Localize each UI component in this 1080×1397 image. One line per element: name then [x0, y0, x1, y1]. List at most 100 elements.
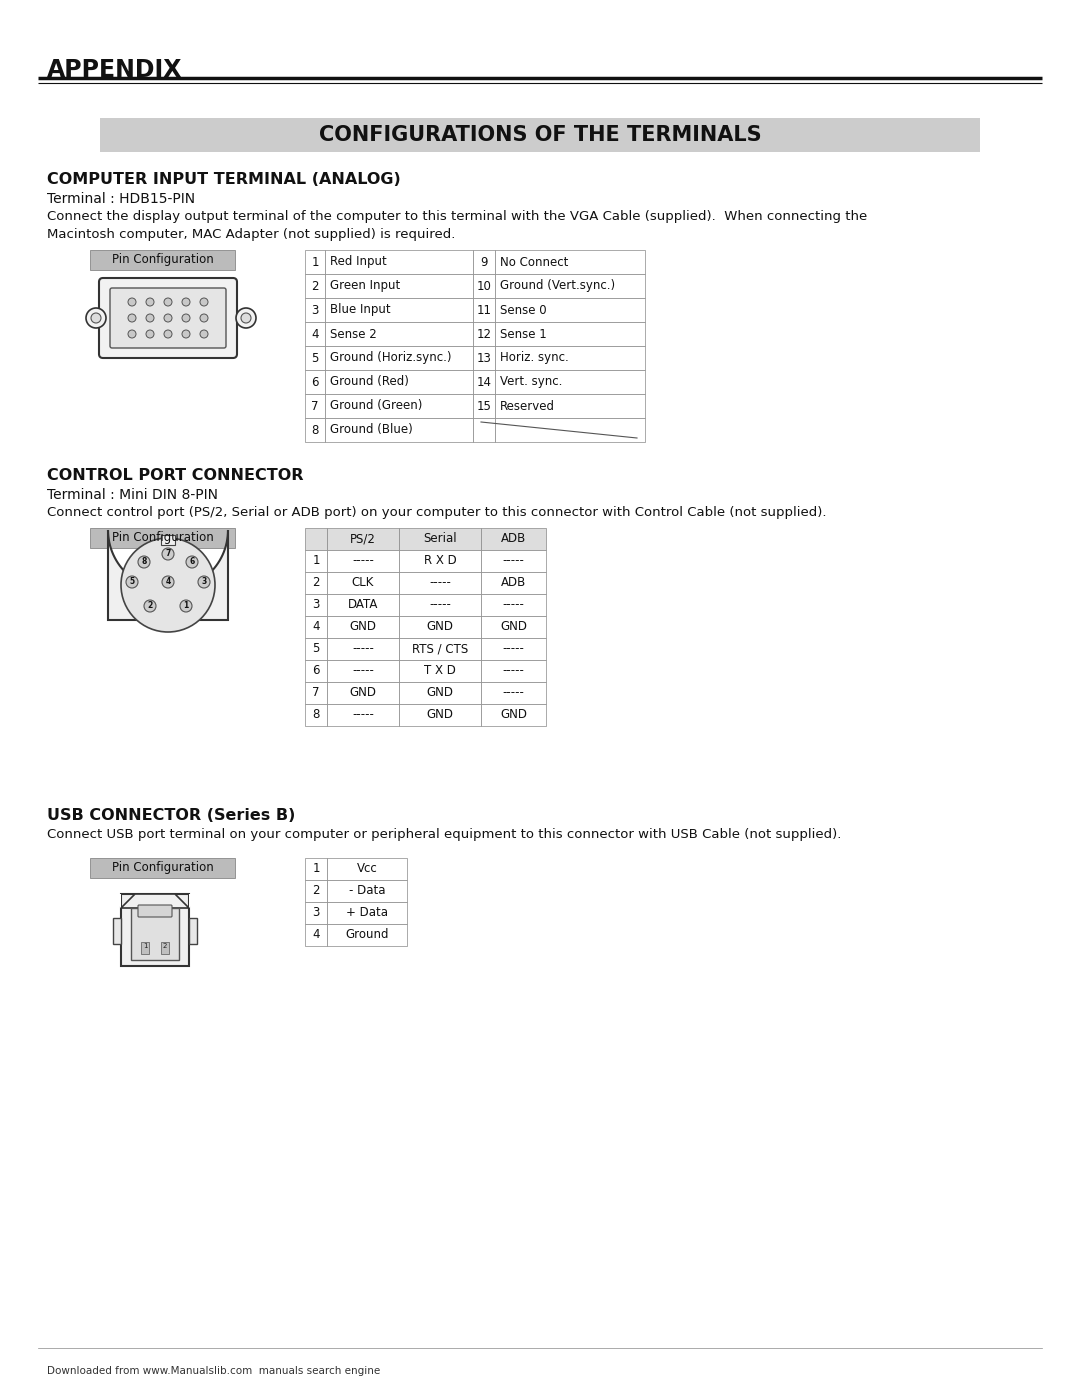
Text: -----: -----	[502, 686, 525, 700]
Bar	[327, 902, 407, 923]
Circle shape	[146, 330, 154, 338]
Polygon shape	[107, 894, 121, 908]
Bar	[327, 571, 399, 594]
FancyBboxPatch shape	[138, 905, 172, 916]
Text: Reserved: Reserved	[500, 400, 555, 412]
Bar	[495, 418, 645, 441]
Text: 7: 7	[312, 686, 320, 700]
Circle shape	[200, 314, 208, 321]
Bar	[327, 880, 407, 902]
Bar	[305, 550, 327, 571]
Bar	[305, 902, 327, 923]
Text: + Data: + Data	[346, 907, 388, 919]
Text: 4: 4	[311, 327, 319, 341]
Bar	[327, 704, 399, 726]
Text: Blue Input: Blue Input	[330, 303, 391, 317]
Text: 1: 1	[184, 602, 189, 610]
Bar	[100, 117, 980, 152]
Circle shape	[198, 576, 210, 588]
Bar	[399, 704, 481, 726]
Text: 8: 8	[141, 557, 147, 567]
Text: -----: -----	[352, 643, 374, 655]
Text: -----: -----	[429, 598, 451, 612]
Text: R X D: R X D	[423, 555, 457, 567]
Text: No Connect: No Connect	[500, 256, 568, 268]
FancyBboxPatch shape	[110, 288, 226, 348]
Text: Serial: Serial	[423, 532, 457, 545]
Bar	[325, 321, 473, 346]
Text: -----: -----	[502, 665, 525, 678]
Bar	[90, 528, 235, 548]
Text: GND: GND	[500, 620, 527, 633]
Text: 2: 2	[311, 279, 319, 292]
Text: 15: 15	[476, 400, 491, 412]
Text: Pin Configuration: Pin Configuration	[111, 862, 214, 875]
Circle shape	[91, 313, 102, 323]
Text: -----: -----	[502, 555, 525, 567]
Text: 8: 8	[311, 423, 319, 436]
Bar	[305, 858, 327, 880]
Bar	[325, 346, 473, 370]
Text: DATA: DATA	[348, 598, 378, 612]
Text: GND: GND	[350, 686, 377, 700]
Bar	[305, 298, 325, 321]
Circle shape	[164, 330, 172, 338]
Text: 14: 14	[476, 376, 491, 388]
Text: 6: 6	[312, 665, 320, 678]
Text: 5: 5	[130, 577, 135, 587]
Bar	[473, 394, 495, 418]
Polygon shape	[189, 894, 203, 908]
Text: -----: -----	[352, 708, 374, 721]
Bar	[473, 321, 495, 346]
Circle shape	[126, 576, 138, 588]
Bar	[305, 638, 327, 659]
Text: Red Input: Red Input	[330, 256, 387, 268]
Bar	[495, 274, 645, 298]
Bar	[327, 528, 399, 550]
Bar	[305, 394, 325, 418]
Text: Pin Configuration: Pin Configuration	[111, 253, 214, 267]
Text: CLK: CLK	[352, 577, 374, 590]
Bar	[473, 250, 495, 274]
Text: GND: GND	[500, 708, 527, 721]
Circle shape	[146, 298, 154, 306]
Bar	[473, 298, 495, 321]
Text: 13: 13	[476, 352, 491, 365]
Circle shape	[146, 314, 154, 321]
Bar	[325, 298, 473, 321]
Bar	[481, 528, 546, 550]
Text: 6: 6	[189, 557, 194, 567]
Bar	[473, 370, 495, 394]
Circle shape	[162, 548, 174, 560]
Text: Terminal : Mini DIN 8-PIN: Terminal : Mini DIN 8-PIN	[48, 488, 218, 502]
Bar	[113, 918, 121, 944]
Bar	[305, 594, 327, 616]
Text: Terminal : HDB15-PIN: Terminal : HDB15-PIN	[48, 191, 195, 205]
Bar	[473, 274, 495, 298]
Bar	[399, 659, 481, 682]
Bar	[305, 250, 325, 274]
Text: 10: 10	[476, 279, 491, 292]
Text: 4: 4	[165, 577, 171, 587]
Bar	[481, 704, 546, 726]
Bar	[327, 682, 399, 704]
Bar	[325, 274, 473, 298]
Bar	[481, 550, 546, 571]
Bar	[325, 250, 473, 274]
Polygon shape	[121, 894, 189, 908]
Bar	[327, 550, 399, 571]
Circle shape	[183, 314, 190, 321]
Polygon shape	[108, 529, 228, 620]
Text: PS/2: PS/2	[350, 532, 376, 545]
Bar	[327, 616, 399, 638]
Bar	[327, 659, 399, 682]
Bar	[481, 571, 546, 594]
Circle shape	[237, 307, 256, 328]
Text: Connect the display output terminal of the computer to this terminal with the VG: Connect the display output terminal of t…	[48, 210, 867, 224]
FancyBboxPatch shape	[99, 278, 237, 358]
Text: 1: 1	[311, 256, 319, 268]
Bar	[305, 418, 325, 441]
Text: USB CONNECTOR (Series B): USB CONNECTOR (Series B)	[48, 807, 295, 823]
Text: Downloaded from www.Manualslib.com  manuals search engine: Downloaded from www.Manualslib.com manua…	[48, 1366, 380, 1376]
Bar	[399, 594, 481, 616]
